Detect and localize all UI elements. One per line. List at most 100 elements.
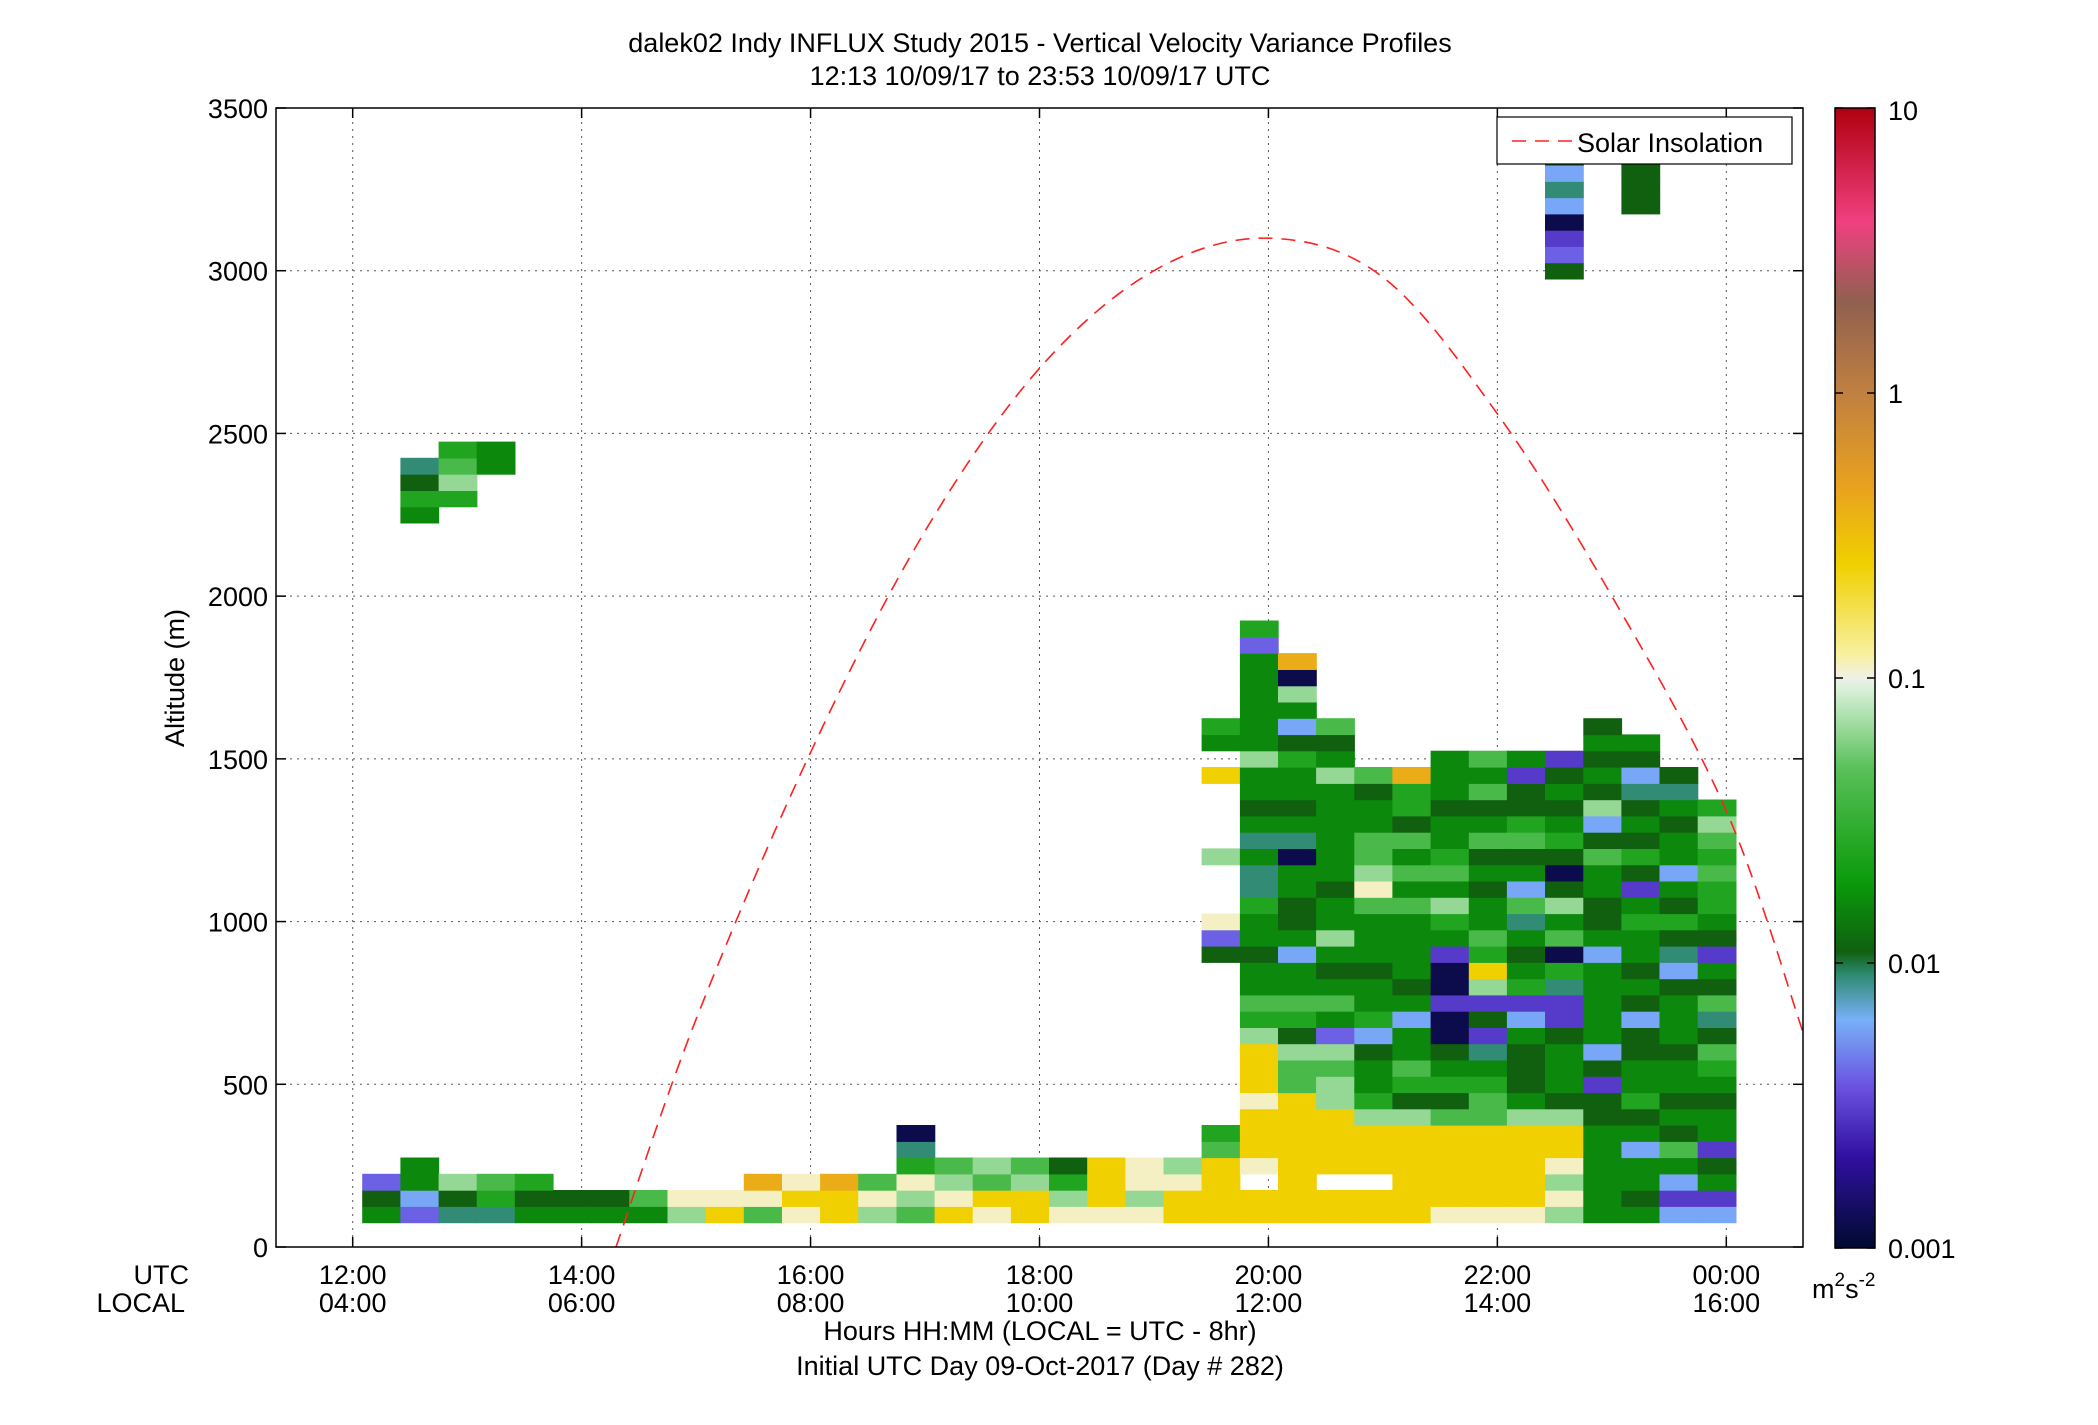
variance-cell [362, 1173, 401, 1191]
variance-cell [1659, 832, 1699, 849]
variance-cell [1278, 962, 1317, 980]
variance-cell [1201, 734, 1241, 752]
variance-cell [1697, 1027, 1737, 1045]
variance-cell [438, 441, 478, 459]
variance-cell [1278, 848, 1317, 866]
variance-cell [1430, 815, 1470, 833]
variance-cell [629, 1190, 669, 1207]
variance-cell [1239, 1141, 1279, 1159]
variance-cell [820, 1190, 859, 1207]
variance-cell [1659, 946, 1699, 963]
variance-cell [1239, 929, 1279, 947]
variance-cell [1239, 1027, 1279, 1045]
variance-cell [1278, 734, 1317, 752]
variance-cell [1392, 1043, 1432, 1061]
variance-cell [1697, 978, 1737, 996]
variance-cell [1430, 946, 1470, 963]
variance-cell [1354, 1092, 1394, 1110]
variance-cell [1583, 962, 1623, 980]
variance-cell [1278, 1206, 1317, 1224]
variance-cell [896, 1125, 936, 1142]
variance-cell [1545, 880, 1584, 898]
variance-cell [1468, 1027, 1508, 1045]
variance-cell [1583, 1173, 1623, 1191]
variance-cell [743, 1173, 783, 1191]
variance-cell [1621, 799, 1661, 817]
variance-cell [1278, 880, 1317, 898]
variance-cell [1621, 181, 1661, 199]
variance-cell [1659, 962, 1699, 980]
variance-cell [1087, 1157, 1126, 1175]
variance-cell [1621, 1059, 1661, 1077]
variance-cell [1621, 1125, 1661, 1142]
variance-cell [1392, 946, 1432, 963]
variance-cell [1239, 1043, 1279, 1061]
variance-cell [1354, 1206, 1394, 1224]
variance-cell [1506, 880, 1546, 898]
x-tick-label-utc: 12:00 [319, 1260, 387, 1290]
variance-cell [1545, 1076, 1584, 1094]
variance-cell [1201, 1157, 1241, 1175]
x-tick-label-local: 16:00 [1693, 1288, 1761, 1318]
variance-cell [1621, 1092, 1661, 1110]
variance-cell [1201, 913, 1241, 931]
variance-cell [1430, 1173, 1470, 1191]
variance-cell [1468, 1190, 1508, 1207]
variance-cell [1354, 1011, 1394, 1028]
variance-cell [1316, 946, 1355, 963]
variance-cell [1239, 832, 1279, 849]
variance-cell [1583, 1059, 1623, 1077]
variance-cell [1468, 946, 1508, 963]
variance-cell [1354, 848, 1394, 866]
variance-cell [1468, 815, 1508, 833]
variance-cell [1125, 1173, 1165, 1191]
variance-cell [1583, 1108, 1623, 1126]
variance-cell [362, 1206, 401, 1224]
variance-cell [438, 1190, 478, 1207]
solar-insolation-line [615, 237, 1803, 1247]
variance-cell [1659, 1206, 1699, 1224]
variance-cell [1545, 962, 1584, 980]
variance-cell [1316, 962, 1355, 980]
variance-cell [1316, 880, 1355, 898]
variance-cell [1239, 994, 1279, 1012]
variance-cell [1621, 864, 1661, 882]
variance-cell [1392, 1190, 1432, 1207]
variance-cell [1430, 978, 1470, 996]
variance-cell [1430, 799, 1470, 817]
variance-cell [1392, 864, 1432, 882]
variance-cell [1621, 1076, 1661, 1094]
variance-cell [1468, 897, 1508, 915]
variance-cell [1659, 1141, 1699, 1159]
variance-cell [1239, 1076, 1279, 1094]
variance-cell [1506, 897, 1546, 915]
variance-cell [1239, 1190, 1279, 1207]
variance-cell [1354, 864, 1394, 882]
variance-cell [1278, 1173, 1317, 1191]
variance-cell [1392, 1141, 1432, 1159]
variance-cell [1354, 815, 1394, 833]
variance-cell [1506, 929, 1546, 947]
variance-cell [1392, 832, 1432, 849]
variance-cell [1239, 750, 1279, 768]
variance-cell [1430, 1076, 1470, 1094]
variance-cell [1430, 1059, 1470, 1077]
variance-cell [1392, 962, 1432, 980]
variance-cell [1354, 880, 1394, 898]
variance-cell [1316, 1206, 1355, 1224]
variance-cell [1316, 1190, 1355, 1207]
variance-cell [858, 1190, 897, 1207]
variance-cell [1506, 913, 1546, 931]
variance-cell [514, 1190, 554, 1207]
variance-cell [1278, 1076, 1317, 1094]
variance-cell [1316, 978, 1355, 996]
variance-cell [1621, 946, 1661, 963]
variance-cell [1621, 848, 1661, 866]
variance-cell [1506, 1190, 1546, 1207]
variance-cell [1392, 1092, 1432, 1110]
variance-cell [1468, 913, 1508, 931]
variance-cell [1430, 929, 1470, 947]
variance-cell [1697, 946, 1737, 963]
variance-cell [1239, 880, 1279, 898]
variance-cell [1545, 1125, 1584, 1142]
